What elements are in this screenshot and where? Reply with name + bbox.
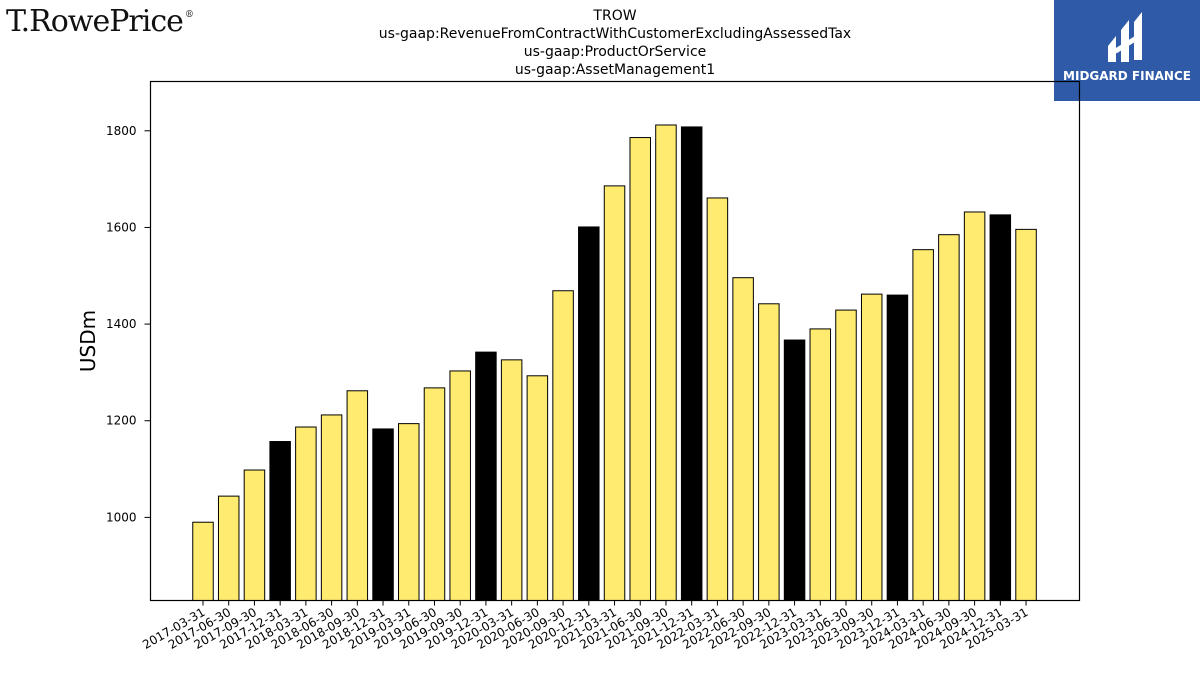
bar-2017-06-30	[217, 495, 240, 602]
midgard-finance-logo: MIDGARD FINANCE	[1054, 0, 1200, 101]
bar-2019-03-31	[398, 423, 420, 601]
y-axis-ticks: 1000 1200 1400 1600 1800	[106, 124, 151, 524]
bar-2021-06-30	[629, 137, 651, 601]
bar-2018-12-31	[372, 428, 394, 601]
bar-2018-06-30	[320, 414, 343, 601]
bar-2020-06-30	[526, 375, 549, 602]
bar-2019-06-30	[423, 387, 446, 601]
chart-title-line-4: us-gaap:AssetManagement1	[514, 62, 716, 78]
bar-2018-09-30	[346, 390, 369, 601]
registered-mark: ®	[184, 10, 194, 20]
bar-2020-09-30	[552, 290, 574, 601]
bar-2019-12-31	[475, 351, 497, 601]
bar-2023-03-31	[809, 328, 832, 601]
bar-2020-12-31	[578, 226, 600, 601]
bar-2018-03-31	[295, 426, 317, 601]
midgard-finance-name: MIDGARD FINANCE	[1063, 69, 1191, 83]
chart-title: TROW us-gaap:RevenueFromContractWithCust…	[340, 7, 890, 79]
plot-frame	[149, 80, 1081, 602]
y-tick-label: 1600	[106, 220, 137, 234]
bar-2024-03-31	[912, 249, 934, 601]
bar-2022-03-31	[706, 197, 729, 601]
bar-2022-09-30	[758, 303, 780, 601]
bar-2021-03-31	[603, 185, 626, 601]
chart-title-line-1: TROW	[593, 8, 637, 24]
bar-2024-12-31	[989, 214, 1012, 601]
bars-group	[192, 124, 1037, 602]
bar-2021-09-30	[655, 124, 677, 602]
y-tick-label: 1000	[106, 510, 137, 524]
bar-2024-06-30	[938, 234, 960, 601]
bar-2021-12-31	[680, 126, 703, 601]
bar-2024-09-30	[963, 211, 986, 601]
bar-2022-12-31	[783, 339, 806, 601]
bar-2019-09-30	[449, 370, 471, 602]
bar-2017-09-30	[243, 469, 266, 601]
y-tick-label: 1400	[106, 317, 137, 331]
midgard-mark-icon	[1108, 12, 1142, 62]
logo-text: T.RowePrice	[6, 4, 184, 39]
bar-2025-03-31	[1015, 228, 1037, 601]
bar-2023-09-30	[860, 293, 883, 601]
y-tick-label: 1800	[106, 124, 137, 138]
y-axis-label: USDm	[76, 310, 100, 372]
bar-2020-03-31	[500, 359, 523, 601]
chart-title-line-2: us-gaap:RevenueFromContractWithCustomerE…	[378, 26, 852, 42]
bar-2023-06-30	[835, 309, 857, 601]
bar-2017-12-31	[269, 441, 291, 602]
t-rowe-price-logo: T.RowePrice ®	[6, 4, 194, 39]
x-axis-ticks: 2017-03-312017-06-302017-09-302017-12-31…	[140, 600, 1031, 652]
y-tick-label: 1200	[106, 414, 137, 428]
bar-2023-12-31	[886, 294, 909, 601]
bar-2022-06-30	[732, 277, 754, 601]
bar-2017-03-31	[192, 521, 214, 602]
chart-title-line-3: us-gaap:ProductOrService	[523, 44, 707, 60]
